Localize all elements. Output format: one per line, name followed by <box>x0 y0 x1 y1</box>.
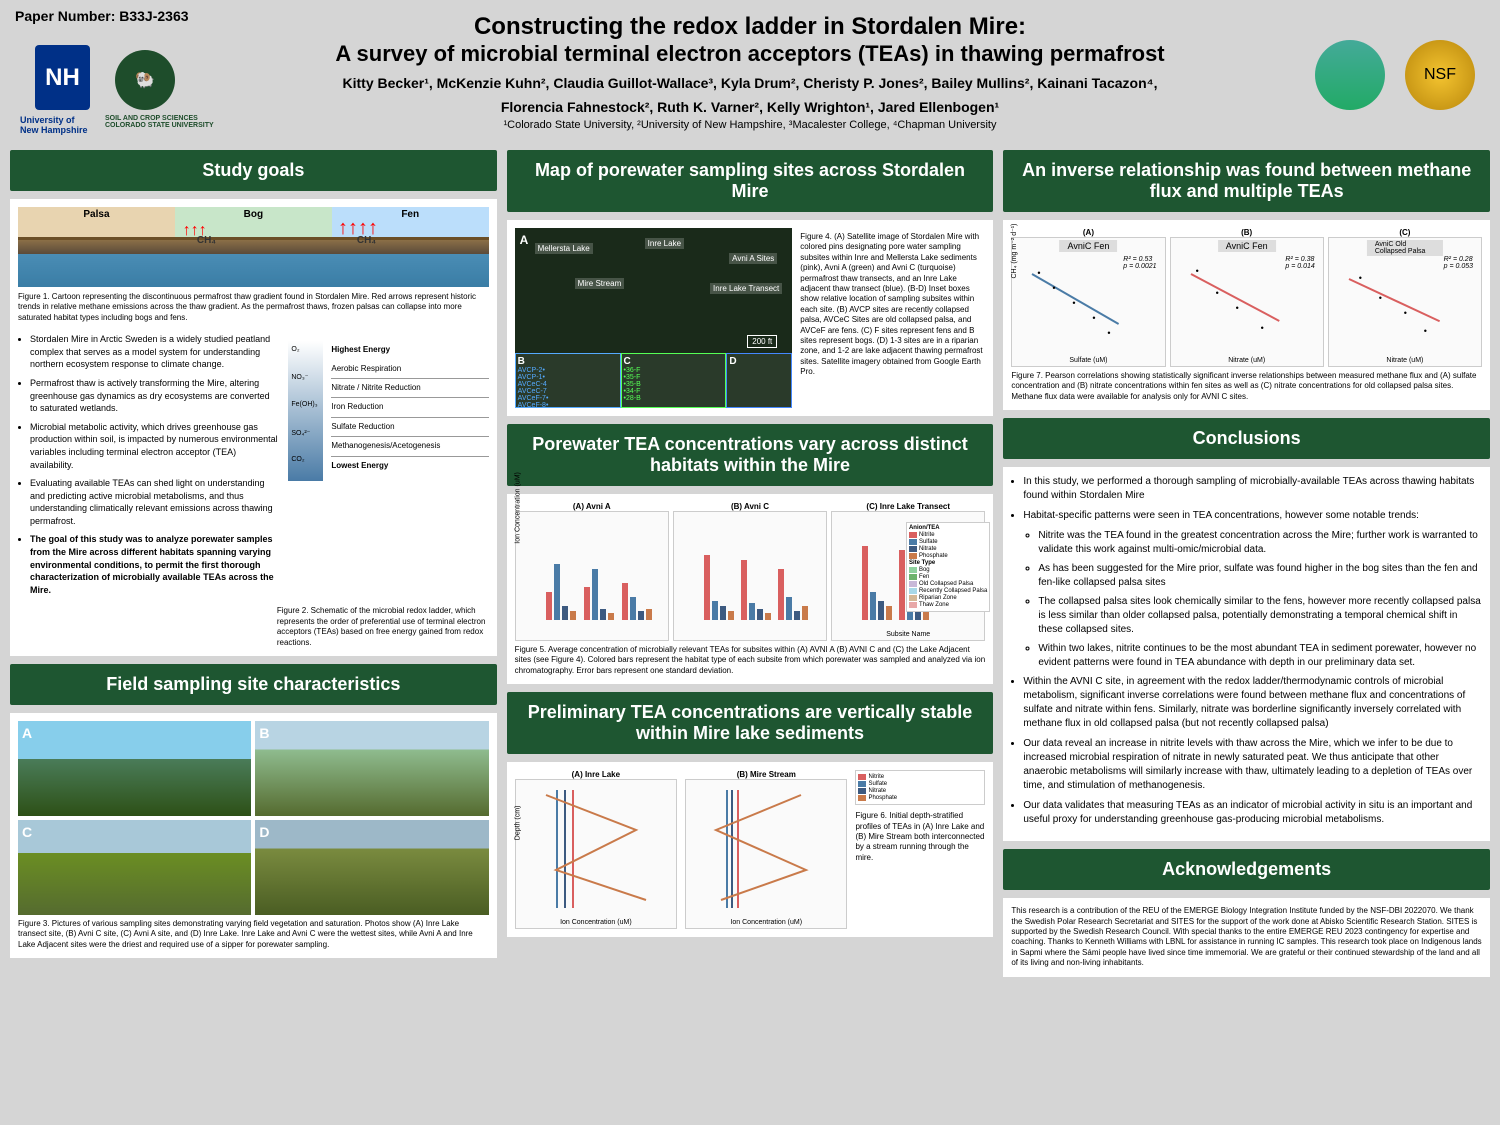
goals-header: Study goals <box>10 150 497 191</box>
fig3-caption: Figure 3. Pictures of various sampling s… <box>18 919 489 950</box>
goals-bullets: Stordalen Mire in Arctic Sweden is a wid… <box>18 333 278 602</box>
fig7-caption: Figure 7. Pearson correlations showing s… <box>1011 371 1482 402</box>
photo-b: B <box>255 721 488 816</box>
map-header: Map of porewater sampling sites across S… <box>507 150 994 212</box>
emerge-logo <box>1315 40 1385 110</box>
conclusions-content: In this study, we performed a thorough s… <box>1003 467 1490 841</box>
fig2-caption: Figure 2. Schematic of the microbial red… <box>277 606 489 648</box>
nsf-logo: NSF <box>1405 40 1475 110</box>
fig5-content: (A) Avni A Ion Concentration (uM) (B) Av… <box>507 494 994 684</box>
affiliations: ¹Colorado State University, ²University … <box>15 119 1485 131</box>
map-content: A Mellersta Lake Inre Lake Mire Stream A… <box>507 220 994 416</box>
title-sub: A survey of microbial terminal electron … <box>15 41 1485 67</box>
fig5-legend: Anion/TEA Nitrite Sulfate Nitrate Phosph… <box>906 522 990 612</box>
photo-d: D <box>255 820 488 915</box>
fig7-scatter-a: AvniC Fen R² = 0.53p = 0.0021 CH₄ (mg m⁻… <box>1011 237 1165 367</box>
fig5-chart-b <box>673 511 827 641</box>
field-content: A B C D Figure 3. Pictures of various sa… <box>10 713 497 958</box>
fig4-caption: Figure 4. (A) Satellite image of Stordal… <box>800 232 985 408</box>
fig6-chart-a: Depth (cm) Ion Concentration (uM) <box>515 779 677 929</box>
col-2: Map of porewater sampling sites across S… <box>507 150 994 977</box>
photo-c: C <box>18 820 251 915</box>
col-1: Study goals Palsa Bog Fen CH₄ CH₄ ↑↑↑ ↑↑… <box>10 150 497 977</box>
fig7-content: (A) AvniC Fen R² = 0.53p = 0.0021 CH₄ (m… <box>1003 220 1490 410</box>
paper-number: Paper Number: B33J-2363 <box>15 8 189 24</box>
poster-header: Paper Number: B33J-2363 Constructing the… <box>0 0 1500 145</box>
fig6-content: (A) Inre Lake Depth (cm) Ion Concentrati… <box>507 762 994 937</box>
fig6-caption: Figure 6. Initial depth-stratified profi… <box>855 811 985 863</box>
photo-a: A <box>18 721 251 816</box>
fig7-scatter-b: AvniC Fen R² = 0.38p = 0.014 •••• Nitrat… <box>1170 237 1324 367</box>
authors-line1: Kitty Becker¹, McKenzie Kuhn², Claudia G… <box>15 75 1485 91</box>
ack-content: This research is a contribution of the R… <box>1003 898 1490 976</box>
unh-logo: NH <box>35 45 90 110</box>
fig5-caption: Figure 5. Average concentration of micro… <box>515 645 986 676</box>
authors-line2: Florencia Fahnestock², Ruth K. Varner², … <box>15 99 1485 115</box>
fig5-chart-a: Ion Concentration (uM) <box>515 511 669 641</box>
col-3: An inverse relationship was found betwee… <box>1003 150 1490 977</box>
fig4-map: A Mellersta Lake Inre Lake Mire Stream A… <box>515 228 793 408</box>
inverse-header: An inverse relationship was found betwee… <box>1003 150 1490 212</box>
csu-logo: 🐏 <box>115 50 175 110</box>
vertical-header: Preliminary TEA concentrations are verti… <box>507 692 994 754</box>
conclusions-header: Conclusions <box>1003 418 1490 459</box>
fig2-ladder: O₂ NO₃⁻ Fe(OH)₃ SO₄²⁻ CO₂ Highest Energy… <box>288 341 488 602</box>
csu-label: SOIL AND CROP SCIENCES COLORADO STATE UN… <box>105 115 214 129</box>
title-main: Constructing the redox ladder in Stordal… <box>15 13 1485 41</box>
porewater-header: Porewater TEA concentrations vary across… <box>507 424 994 486</box>
field-header: Field sampling site characteristics <box>10 664 497 705</box>
fig1-caption: Figure 1. Cartoon representing the disco… <box>18 292 489 323</box>
goals-content: Palsa Bog Fen CH₄ CH₄ ↑↑↑ ↑↑↑↑ Figure 1.… <box>10 199 497 656</box>
unh-label: University of New Hampshire <box>20 115 88 135</box>
fig3-photos: A B C D <box>18 721 489 915</box>
fig7-scatter-c: AvniC Old Collapsed Palsa R² = 0.28p = 0… <box>1328 237 1482 367</box>
columns: Study goals Palsa Bog Fen CH₄ CH₄ ↑↑↑ ↑↑… <box>0 145 1500 982</box>
fig6-chart-b: Ion Concentration (uM) <box>685 779 847 929</box>
ack-header: Acknowledgements <box>1003 849 1490 890</box>
fig1-diagram: Palsa Bog Fen CH₄ CH₄ ↑↑↑ ↑↑↑↑ <box>18 207 489 287</box>
